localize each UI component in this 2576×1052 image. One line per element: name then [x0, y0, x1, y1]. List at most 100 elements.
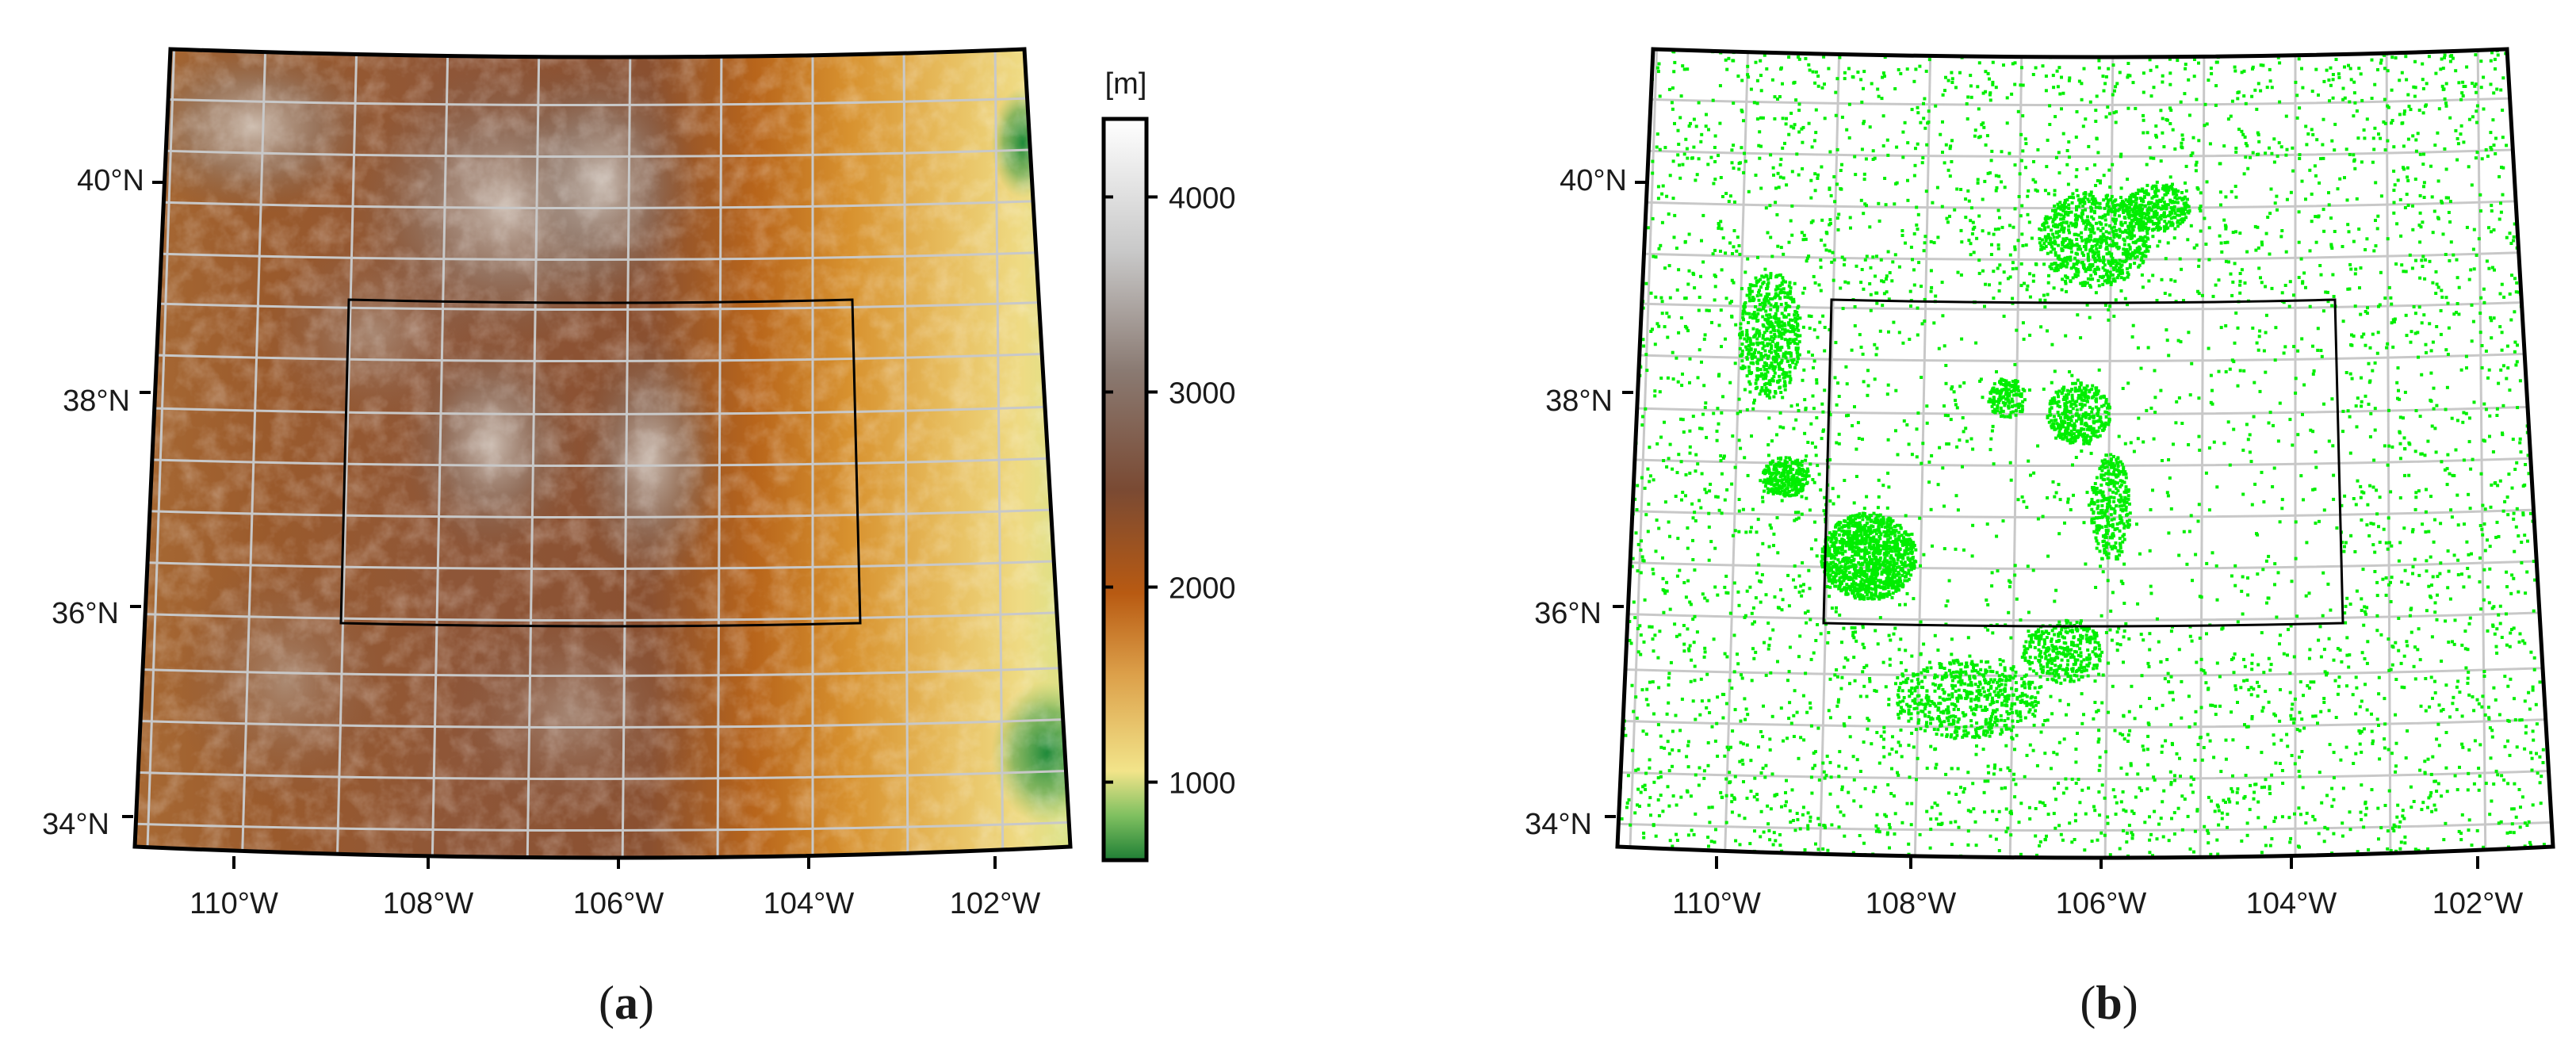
station-point [1877, 506, 1880, 509]
station-point [2429, 260, 2432, 263]
station-point [1827, 67, 1830, 71]
station-point [2344, 622, 2347, 625]
station-point [2147, 346, 2150, 350]
station-point [2360, 266, 2363, 270]
station-point [1966, 844, 1969, 847]
station-point [2279, 762, 2282, 765]
station-point [2176, 59, 2179, 62]
station-point [1797, 174, 1801, 177]
station-point [2345, 684, 2348, 687]
station-point [2278, 101, 2281, 104]
station-point [1645, 688, 1648, 691]
station-point [1792, 579, 1795, 582]
station-point [1721, 228, 1724, 231]
station-point [2533, 668, 2536, 671]
station-point [2355, 675, 2358, 679]
station-point [2457, 312, 2460, 316]
station-point [2017, 498, 2020, 501]
station-point [2403, 447, 2406, 450]
station-point [1785, 183, 1788, 186]
station-point [2122, 247, 2125, 251]
station-point [1716, 430, 1719, 433]
station-point [1824, 777, 1827, 780]
station-point [2475, 254, 2478, 257]
station-point [2395, 222, 2398, 225]
station-point [1937, 483, 1940, 486]
station-point [2311, 133, 2314, 136]
station-point [2137, 437, 2140, 440]
station-point [1933, 241, 1936, 244]
station-point [2355, 404, 2358, 407]
station-point [2432, 576, 2435, 579]
station-point [1956, 406, 1959, 409]
station-point [1701, 472, 1704, 476]
station-point [2097, 673, 2100, 676]
station-point [1972, 228, 1975, 231]
station-point [1851, 75, 1854, 78]
station-point [1720, 411, 1723, 415]
station-point [1920, 621, 1923, 624]
station-point [1668, 752, 1671, 756]
station-point [1988, 231, 1991, 235]
station-point [1898, 603, 1901, 606]
station-point [2207, 258, 2210, 262]
station-point [2207, 796, 2210, 799]
station-point [1813, 139, 1816, 142]
station-point [2076, 244, 2079, 247]
station-point [2387, 69, 2390, 72]
station-point [1761, 573, 1764, 576]
station-point [2366, 503, 2369, 507]
station-point [2494, 58, 2497, 61]
station-point [2188, 725, 2191, 729]
station-point [1725, 296, 1728, 300]
station-point [2502, 364, 2505, 367]
station-point [2345, 746, 2348, 749]
station-point [1836, 805, 1839, 809]
station-point [2168, 122, 2172, 125]
station-point [1911, 533, 1914, 536]
station-point [1772, 844, 1775, 847]
station-point [1980, 123, 1983, 126]
station-point [2490, 336, 2493, 339]
station-point [1943, 404, 1946, 407]
station-point [2429, 791, 2432, 794]
station-point [1756, 117, 1759, 121]
station-point [2374, 407, 2377, 410]
station-point [1995, 174, 1998, 178]
station-point [2538, 112, 2541, 115]
station-point [2257, 247, 2260, 250]
station-point [1873, 343, 1876, 346]
station-point [2349, 67, 2352, 71]
station-point [2482, 568, 2486, 572]
station-point [1725, 68, 1728, 71]
station-point [1916, 307, 1920, 310]
station-point [1813, 764, 1816, 767]
station-point [2075, 168, 2078, 171]
station-point [2130, 685, 2133, 688]
station-point [1880, 279, 1883, 282]
station-point [2436, 594, 2439, 597]
station-point [1782, 740, 1785, 743]
station-point [1837, 228, 1840, 231]
station-point [1701, 699, 1704, 702]
station-point [2512, 438, 2515, 441]
station-point [1982, 748, 1985, 751]
station-point [1720, 176, 1723, 179]
station-point [2099, 564, 2102, 568]
station-point [1834, 376, 1837, 379]
station-point [2487, 226, 2490, 229]
station-point [1673, 214, 1676, 217]
station-point [2419, 153, 2422, 156]
station-point [1934, 48, 1937, 52]
station-point [2205, 562, 2208, 565]
station-point [2445, 731, 2448, 734]
station-point [2403, 436, 2406, 439]
station-point [2373, 83, 2376, 86]
station-point [1725, 794, 1728, 798]
station-point [1793, 519, 1796, 522]
station-point [2012, 226, 2015, 229]
station-point [2276, 155, 2279, 158]
station-point [2346, 288, 2349, 291]
station-point [2356, 425, 2359, 428]
station-point [1804, 611, 1807, 614]
